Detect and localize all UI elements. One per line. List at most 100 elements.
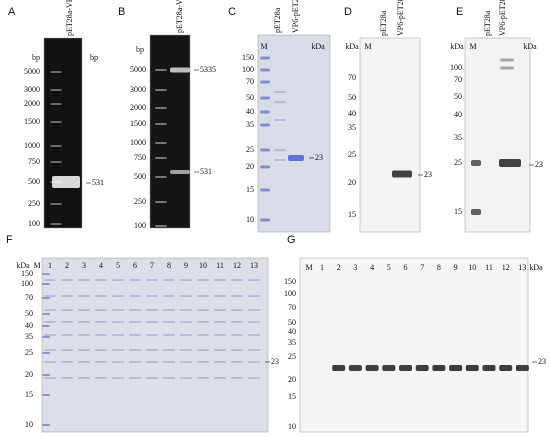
band	[78, 377, 90, 379]
band	[248, 309, 260, 311]
band	[248, 279, 260, 281]
band	[155, 176, 167, 178]
band	[50, 223, 62, 225]
band	[248, 377, 260, 379]
lane-label: 13	[518, 263, 526, 272]
band	[146, 309, 158, 311]
lane-label: 3	[353, 263, 357, 272]
marker-label: 250	[28, 199, 40, 208]
marker-label: 1500	[130, 119, 146, 128]
gel	[41, 257, 269, 433]
band	[348, 365, 362, 371]
marker-label: 15	[348, 210, 356, 219]
lane-label: 1	[320, 263, 324, 272]
band	[155, 107, 167, 109]
band	[432, 365, 446, 371]
band	[482, 365, 496, 371]
band	[214, 349, 226, 351]
unit-label: kDa	[16, 261, 30, 270]
marker-label: 70	[246, 77, 254, 86]
band	[44, 377, 56, 379]
band-label: 23	[271, 357, 279, 366]
marker-label: 70	[288, 303, 296, 312]
band	[392, 170, 412, 178]
marker-label: 40	[246, 107, 254, 116]
marker-label: 35	[246, 120, 254, 129]
band	[61, 349, 73, 351]
band	[61, 321, 73, 323]
panel-letter: A	[8, 6, 16, 18]
marker-label: 1000	[24, 141, 40, 150]
band	[248, 295, 260, 297]
band	[61, 334, 73, 336]
unit-label: bp	[90, 53, 98, 62]
band	[95, 334, 107, 336]
band	[231, 295, 243, 297]
band	[112, 321, 124, 323]
band	[197, 309, 209, 311]
lane-label: pET28a	[483, 10, 492, 36]
band	[95, 377, 107, 379]
band-label: 23	[538, 357, 546, 366]
band	[332, 365, 346, 371]
marker-label: 35	[454, 133, 462, 142]
band	[499, 159, 521, 167]
marker-label: 70	[454, 75, 462, 84]
marker-label: 50	[348, 93, 356, 102]
lane-label: 3	[82, 261, 86, 270]
band	[146, 334, 158, 336]
lane-label: 10	[468, 263, 476, 272]
band	[52, 176, 80, 188]
band	[42, 394, 50, 396]
band	[180, 321, 192, 323]
band	[42, 336, 50, 338]
band	[146, 377, 158, 379]
band	[129, 321, 141, 323]
band	[42, 374, 50, 376]
marker-label: 50	[25, 309, 33, 318]
band	[180, 334, 192, 336]
band	[499, 365, 513, 371]
band	[61, 361, 73, 363]
gel	[359, 37, 421, 233]
band	[180, 349, 192, 351]
band	[248, 321, 260, 323]
band	[197, 279, 209, 281]
lane-label: 4	[99, 261, 103, 270]
band	[288, 155, 304, 161]
gel	[257, 34, 331, 233]
marker-label: 100	[134, 221, 146, 230]
band	[50, 103, 62, 105]
unit-label: kDa	[450, 42, 464, 51]
band	[231, 361, 243, 363]
marker-label: 40	[454, 110, 462, 119]
lane-label: 5	[387, 263, 391, 272]
marker-label: 40	[288, 327, 296, 336]
panel-letter: C	[228, 6, 236, 18]
marker-label: 50	[288, 318, 296, 327]
lane-label: 13	[250, 261, 258, 270]
band	[382, 365, 396, 371]
marker-label: 5000	[130, 65, 146, 74]
band	[231, 334, 243, 336]
lane-label: VP6-pET28a	[291, 0, 300, 33]
band-label: 23	[535, 160, 543, 169]
band	[231, 321, 243, 323]
band-label: 5335	[200, 65, 216, 74]
band	[50, 145, 62, 147]
band	[214, 279, 226, 281]
marker-label: 20	[25, 370, 33, 379]
marker-label: 5000	[24, 67, 40, 76]
band	[214, 309, 226, 311]
band	[155, 142, 167, 144]
band	[95, 321, 107, 323]
marker-label: 20	[288, 375, 296, 384]
band	[61, 279, 73, 281]
band	[214, 295, 226, 297]
band	[471, 160, 481, 166]
marker-label: 25	[25, 348, 33, 357]
band	[180, 295, 192, 297]
